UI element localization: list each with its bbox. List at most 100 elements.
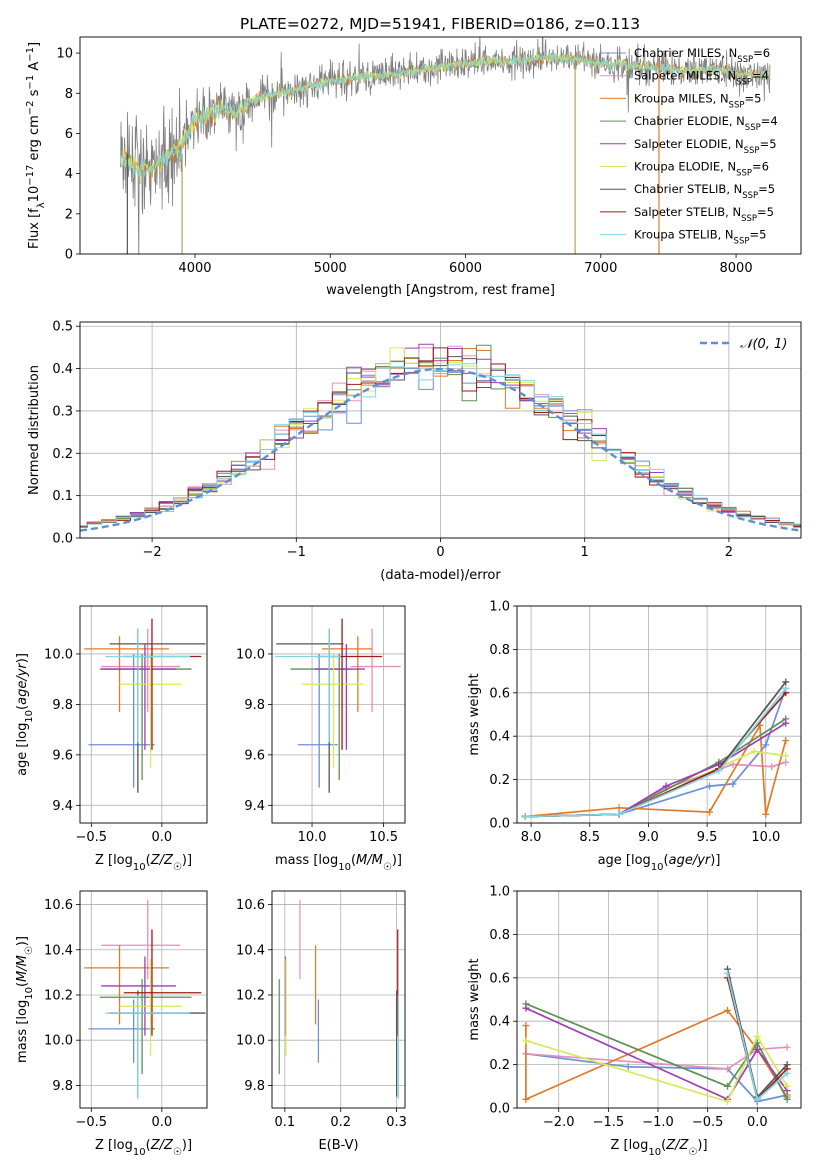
label-part: ☉ xyxy=(688,1147,697,1158)
weight-line xyxy=(525,687,787,818)
x-axis-label: (data-model)/error xyxy=(380,568,501,583)
axes-residuals: −2 −1 0 1 2 0.0 0.1 0.2 0.3 0.4 0.5 (data-model)/er… xyxy=(27,320,802,583)
x-tick-label: 2 xyxy=(725,545,733,560)
legend-suffix: =6 xyxy=(752,160,769,174)
label-part: ( xyxy=(146,1138,151,1153)
weight-line xyxy=(525,1007,788,1101)
histogram-step xyxy=(80,356,801,528)
x-tick-label: −1 xyxy=(287,545,306,560)
legend-text: Salpeter ELODIE, N xyxy=(634,137,744,151)
weight-marker xyxy=(768,763,776,771)
legend-suffix: =5 xyxy=(758,182,775,196)
histogram-step xyxy=(80,347,801,528)
x-tick-label: 8000 xyxy=(720,261,753,276)
legend-sub: SSP xyxy=(744,146,760,156)
y-tick-label: 8 xyxy=(65,87,73,102)
y-tick-label: 10.4 xyxy=(44,943,73,958)
label-part: 10 xyxy=(648,1147,661,1158)
label-part: Z/Z xyxy=(665,1138,689,1153)
label-part: age [log xyxy=(598,853,651,868)
label-part: Z [log xyxy=(95,853,133,868)
y-tick-label: 0.5 xyxy=(52,320,73,335)
x-tick-label: 8.0 xyxy=(521,830,542,845)
label-part: Z/Z xyxy=(150,853,174,868)
label-part: ☉ xyxy=(24,946,35,955)
normal-curve xyxy=(80,367,799,532)
legend-text: Kroupa ELODIE, N xyxy=(634,160,736,174)
label-part: mass [log xyxy=(15,1000,30,1063)
legend-text: Chabrier STELIB, N xyxy=(634,182,742,196)
y-tick-label: 0.8 xyxy=(489,643,510,658)
legend-sub: SSP xyxy=(745,123,761,133)
x-axis-label: Z [log10(Z/Z☉)] xyxy=(95,853,192,873)
x-tick-label: 5000 xyxy=(314,261,347,276)
y-axis-label: Normed distribution xyxy=(27,365,42,495)
weight-marker xyxy=(705,782,713,790)
weight-marker xyxy=(662,782,670,790)
x-tick-label: 9.5 xyxy=(697,830,718,845)
y-tick-label: 9.8 xyxy=(52,1079,73,1094)
label-part: M/M xyxy=(15,955,30,982)
label-part: 10 xyxy=(651,862,664,873)
legend-suffix: =5 xyxy=(757,205,774,219)
label-part: Flux [f xyxy=(27,208,42,249)
x-tick-label: 10.5 xyxy=(369,830,398,845)
weight-marker xyxy=(783,1043,791,1051)
x-axis-label: Z [log10(Z/Z☉)] xyxy=(95,1138,192,1158)
label-part: ☉ xyxy=(173,1147,182,1158)
x-tick-label: −2.0 xyxy=(543,1115,575,1130)
weight-marker xyxy=(782,678,790,686)
weight-marker xyxy=(521,812,529,820)
legend-sub: SSP xyxy=(737,55,753,65)
legend-entry: Salpeter ELODIE, NSSP=5 xyxy=(634,137,777,156)
y-axis-label: mass weight xyxy=(467,673,482,755)
y-tick-label: 0.0 xyxy=(52,532,73,547)
legend-entry: Chabrier ELODIE, NSSP=4 xyxy=(634,114,778,133)
y-tick-label: 0.4 xyxy=(489,1015,510,1030)
x-tick-label: 0.1 xyxy=(275,1115,296,1130)
label-part: s xyxy=(27,89,42,100)
weight-marker xyxy=(783,1069,791,1077)
x-axis-label: E(B-V) xyxy=(318,1138,358,1153)
weight-marker xyxy=(724,1082,732,1090)
weight-marker xyxy=(522,1004,530,1012)
label-part: Z [log xyxy=(95,1138,133,1153)
legend-entry: Kroupa STELIB, NSSP=5 xyxy=(634,228,766,247)
label-part: M/M xyxy=(356,853,383,868)
weight-marker xyxy=(705,808,713,816)
label-part: 10 xyxy=(133,862,146,873)
y-tick-label: 0.3 xyxy=(52,404,73,419)
histogram-step xyxy=(80,363,801,527)
y-tick-label: 0.4 xyxy=(52,362,73,377)
legend-text: Chabrier ELODIE, N xyxy=(634,114,745,128)
label-part: ( xyxy=(664,853,669,868)
legend-text: Salpeter STELIB, N xyxy=(634,205,741,219)
legend-entry: Kroupa MILES, NSSP=5 xyxy=(634,91,761,110)
histogram-step xyxy=(80,347,801,528)
label-part: A xyxy=(27,62,42,75)
y-tick-label: 1.0 xyxy=(489,885,510,900)
y-tick-label: 2 xyxy=(65,207,73,222)
weight-marker xyxy=(615,804,623,812)
legend-entry: Chabrier MILES, NSSP=6 xyxy=(634,46,770,65)
label-part: age/yr xyxy=(15,662,30,705)
label-part: Z [log xyxy=(610,1138,648,1153)
legend-suffix: =4 xyxy=(752,69,769,83)
y-tick-label: 4 xyxy=(65,167,73,182)
legend-text: Chabrier MILES, N xyxy=(634,46,737,60)
axes-frame xyxy=(516,605,802,824)
y-tick-label: 10.2 xyxy=(236,988,265,1003)
y-tick-label: 10.2 xyxy=(44,988,73,1003)
label-part: ☉ xyxy=(383,862,392,873)
label-part: −2 xyxy=(25,100,36,115)
x-tick-label: −1.5 xyxy=(593,1115,625,1130)
weight-line xyxy=(525,1003,788,1100)
label-part: ( xyxy=(661,1138,666,1153)
x-axis-label: mass [log10(M/M☉)] xyxy=(275,853,402,873)
legend-sub: SSP xyxy=(742,191,758,201)
label-part: −1 xyxy=(25,75,36,90)
y-tick-label: 10.0 xyxy=(236,647,265,662)
y-tick-label: 9.4 xyxy=(244,799,265,814)
weight-marker xyxy=(724,1065,732,1073)
y-tick-label: 9.4 xyxy=(52,799,73,814)
